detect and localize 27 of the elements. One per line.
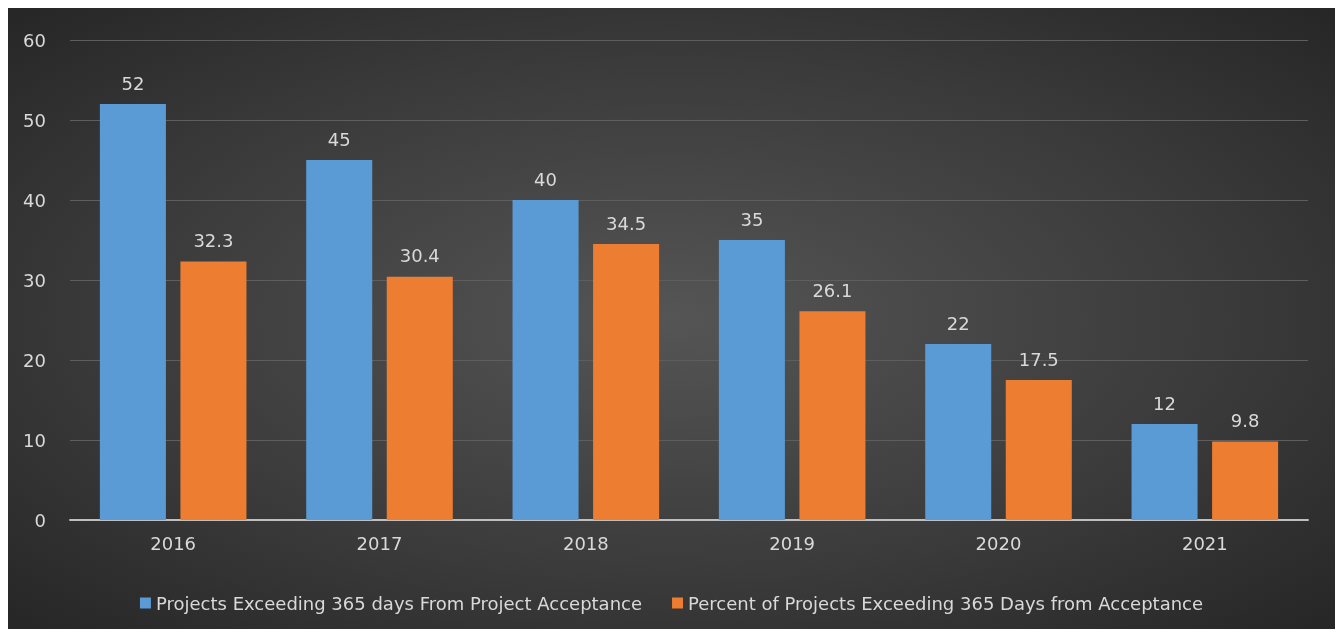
x-tick-label: 2021 [1181, 532, 1228, 554]
data-label: 40 [534, 168, 558, 190]
y-tick-label: 40 [23, 189, 46, 211]
y-tick-label: 0 [34, 509, 46, 531]
data-label: 32.3 [193, 230, 234, 252]
x-tick-label: 2019 [769, 532, 816, 554]
x-tick-label: 2017 [356, 532, 403, 554]
data-label: 35 [740, 208, 764, 230]
data-label: 45 [327, 128, 351, 150]
y-tick-label: 60 [23, 29, 46, 51]
data-label: 17.5 [1018, 348, 1059, 370]
y-tick-label: 20 [23, 349, 46, 371]
data-label: 52 [121, 72, 145, 94]
x-tick-label: 2020 [975, 532, 1022, 554]
legend-label: Percent of Projects Exceeding 365 Days from Acceptance [688, 592, 1204, 614]
data-label: 26.1 [812, 279, 853, 301]
y-tick-label: 10 [23, 429, 46, 451]
data-label: 12 [1153, 392, 1177, 414]
data-label: 30.4 [399, 245, 440, 267]
legend-label: Projects Exceeding 365 days From Project Acceptance [155, 592, 643, 614]
x-tick-label: 2018 [562, 532, 609, 554]
data-label: 9.8 [1230, 410, 1260, 432]
x-tick-label: 2016 [150, 532, 197, 554]
y-tick-label: 50 [23, 109, 46, 131]
data-label: 22 [946, 312, 970, 334]
data-label: 34.5 [606, 212, 647, 234]
y-tick-label: 30 [23, 269, 46, 291]
